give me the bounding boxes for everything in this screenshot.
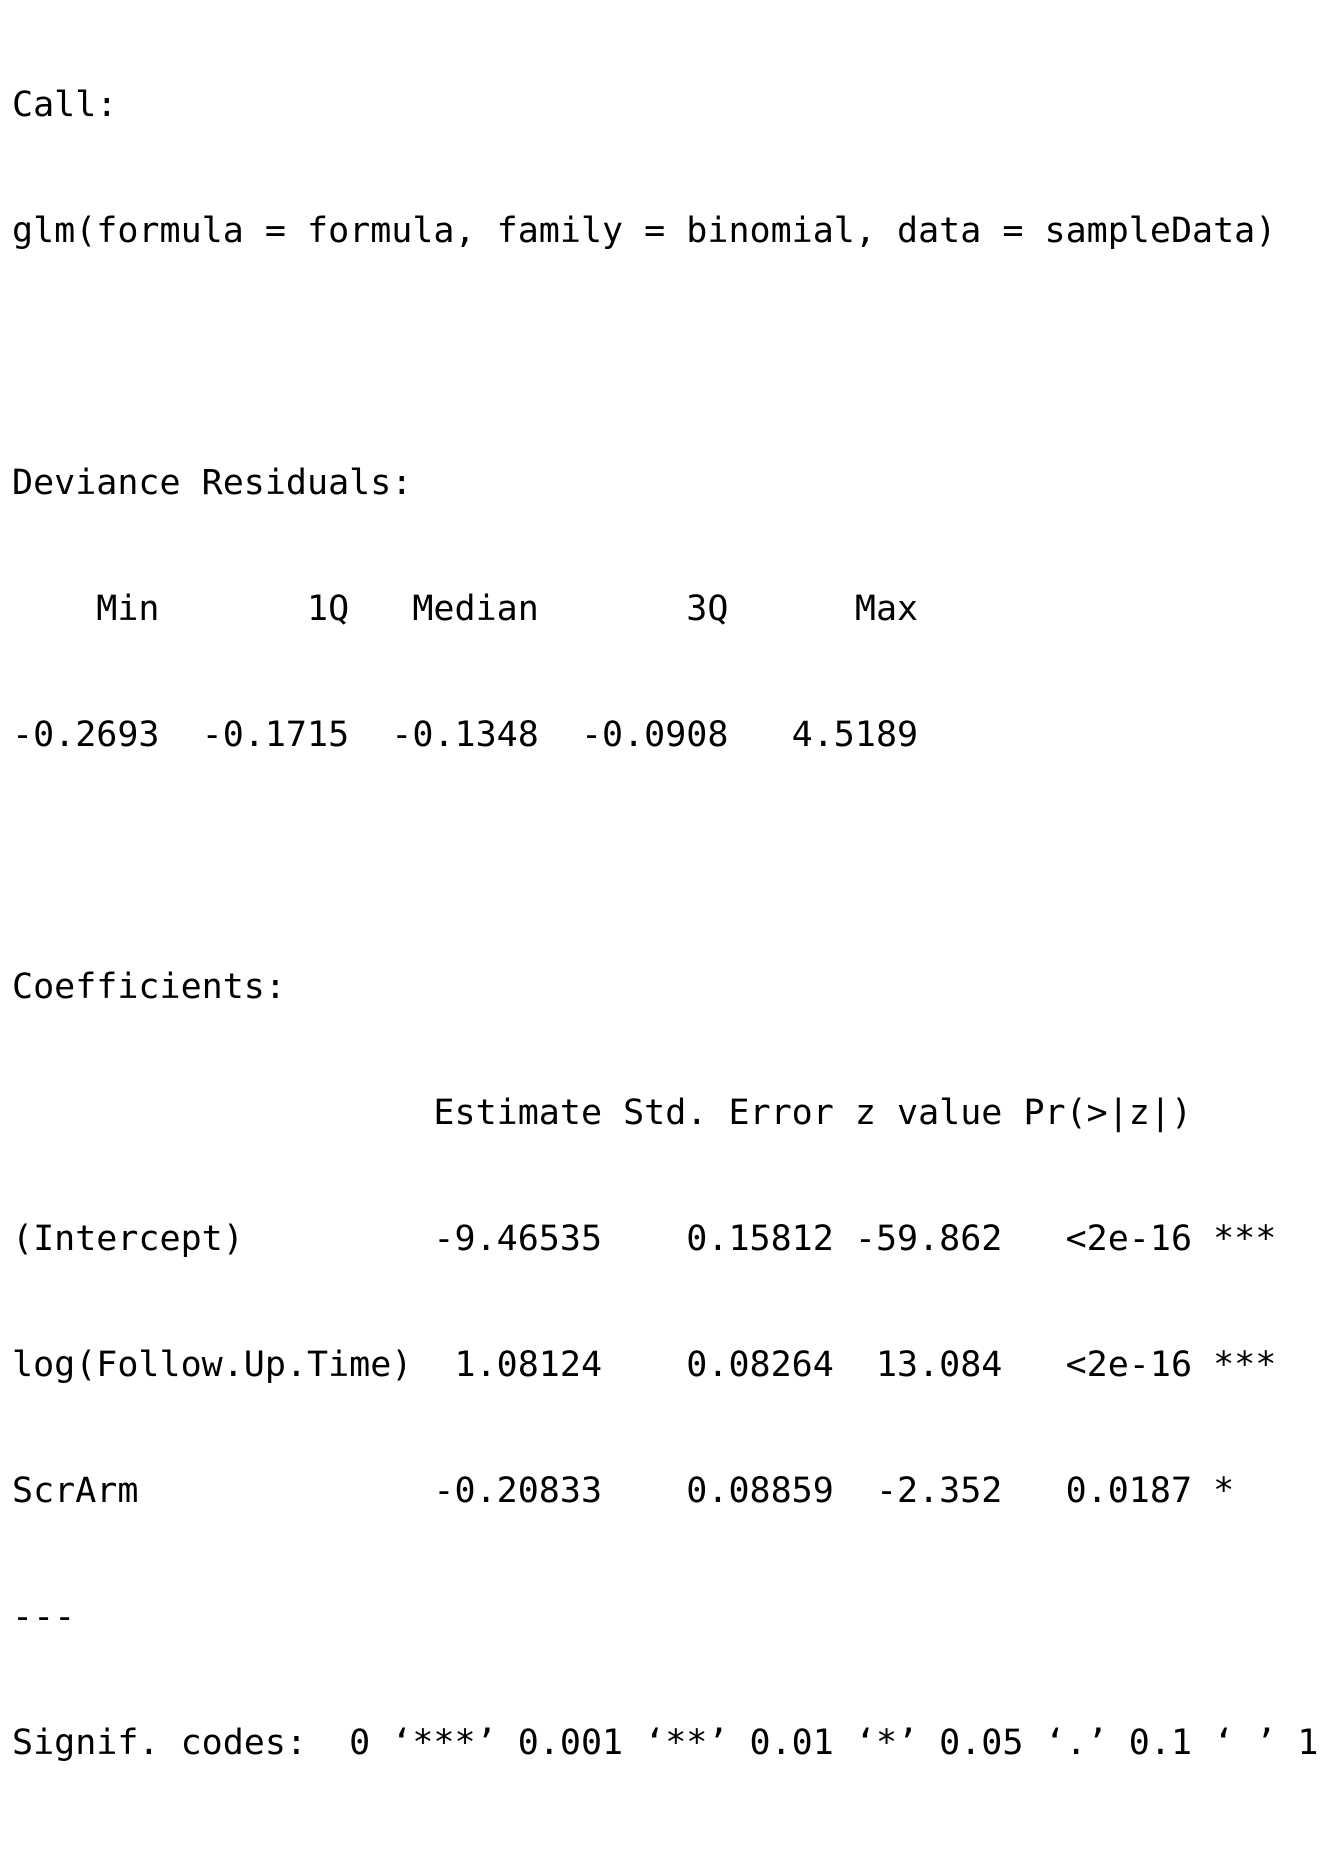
separator-line: --- <box>12 1597 76 1637</box>
blank-line <box>12 1848 1318 1864</box>
blank-line <box>12 336 1318 378</box>
call-header: Call: <box>12 85 118 125</box>
coefficient-row-log-follow-up-time: log(Follow.Up.Time) 1.08124 0.08264 13.0… <box>12 1345 1277 1385</box>
blank-line <box>12 840 1318 882</box>
residuals-values: -0.2693 -0.1715 -0.1348 -0.0908 4.5189 <box>12 715 961 755</box>
deviance-residuals-header: Deviance Residuals: <box>12 463 413 503</box>
coefficient-row-scrarm: ScrArm -0.20833 0.08859 -2.352 0.0187 * <box>12 1471 1277 1511</box>
r-console-output: Call: glm(formula = formula, family = bi… <box>12 0 1318 1864</box>
signif-codes: Signif. codes: 0 ‘***’ 0.001 ‘**’ 0.01 ‘… <box>12 1723 1319 1763</box>
coefficient-row-intercept: (Intercept) -9.46535 0.15812 -59.862 <2e… <box>12 1219 1277 1259</box>
coefficients-column-headers: Estimate Std. Error z value Pr(>|z|) <box>12 1093 1277 1133</box>
coefficients-header: Coefficients: <box>12 967 286 1007</box>
residuals-column-headers: Min 1Q Median 3Q Max <box>12 589 961 629</box>
glm-call: glm(formula = formula, family = binomial… <box>12 211 1277 251</box>
